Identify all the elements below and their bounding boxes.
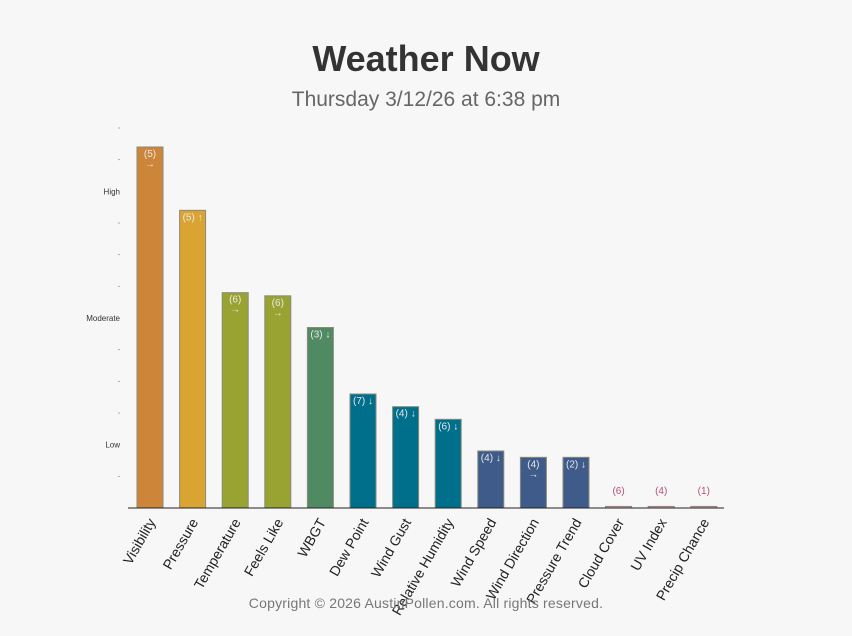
y-level-label: Moderate: [86, 314, 120, 323]
x-tick-label: Feels Like: [241, 515, 287, 578]
page-title: Weather Now: [312, 38, 540, 79]
x-tick-label: Dew Point: [326, 515, 372, 578]
bar-sublabel: →: [273, 308, 283, 319]
x-tick-label: UV Index: [627, 516, 670, 574]
bar-label: (4): [655, 486, 667, 497]
bar-label: (6): [612, 486, 624, 497]
bar-label: (6): [229, 295, 241, 306]
x-tick-label: Pressure: [159, 515, 201, 572]
bar: [477, 450, 505, 509]
bar: [221, 292, 249, 509]
bar: [306, 327, 334, 509]
x-tick-label: WBGT: [294, 515, 329, 560]
bar: [349, 393, 377, 509]
bar-label: (5) ↑: [183, 212, 203, 223]
bar-label: (4): [527, 459, 539, 470]
bar: [179, 209, 207, 509]
x-tick-label: Wind Gust: [368, 515, 415, 580]
bar-sublabel: →: [528, 469, 538, 480]
bar-sublabel: →: [145, 159, 155, 170]
bar: [136, 146, 164, 509]
bars: (5)→(5) ↑(6)→(6)→(3) ↓(7) ↓(4) ↓(6) ↓(4)…: [136, 146, 718, 509]
bar-label: (5): [144, 149, 156, 160]
bar: [264, 295, 292, 509]
y-level-label: Low: [105, 441, 120, 450]
x-tick-label: Visibility: [120, 516, 159, 568]
y-level-label: High: [104, 187, 120, 196]
bar: [392, 406, 420, 509]
bar-label: (3) ↓: [310, 330, 330, 341]
copyright-footer: Copyright © 2026 AustinPollen.com. All r…: [248, 595, 604, 611]
bar-label: (2) ↓: [566, 459, 586, 470]
bar-sublabel: →: [230, 305, 240, 316]
bar: [434, 418, 462, 509]
bar-label: (4) ↓: [396, 409, 416, 420]
bar: [562, 456, 590, 509]
y-axis: Low Moderate High: [86, 127, 121, 477]
bar-label: (1): [698, 486, 710, 497]
bar-label: (4) ↓: [481, 453, 501, 464]
bar-label: (7) ↓: [353, 396, 373, 407]
bar-label: (6) ↓: [438, 421, 458, 432]
page-subtitle: Thursday 3/12/26 at 6:38 pm: [291, 88, 561, 111]
bar-label: (6): [272, 298, 284, 309]
